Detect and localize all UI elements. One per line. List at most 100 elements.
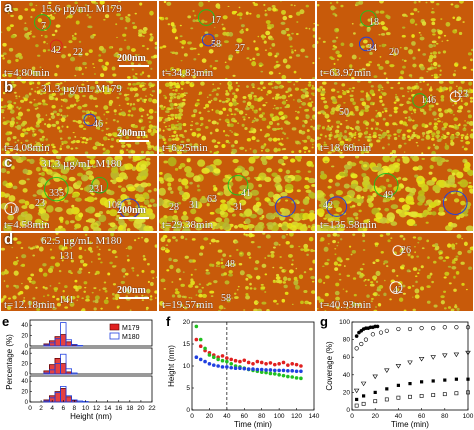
scale-bar-label: 200nm <box>117 285 146 296</box>
data-point <box>251 367 255 371</box>
data-point <box>408 394 412 399</box>
x-tick-label: 40 <box>223 413 231 420</box>
data-point <box>294 376 299 380</box>
panel-letter: e <box>2 314 9 329</box>
cluster-count-label: 23 <box>35 198 45 209</box>
data-point <box>384 397 389 402</box>
height-vs-time-plot: f 0 20 40 60 80 100 120 140 0 5 10 15 20 Time (min) Hei… <box>166 314 320 429</box>
data-point <box>431 393 436 397</box>
data-point <box>454 391 459 396</box>
cluster-count-label: 50 <box>339 107 349 118</box>
cluster-count-label: 42 <box>51 45 61 56</box>
data-point <box>277 368 281 373</box>
afm-image-c-3: t=135.58min 49 42 <box>316 155 474 232</box>
y-tick-label: 5 <box>186 385 190 392</box>
y-tick-label: 40 <box>21 323 28 329</box>
data-point <box>286 374 290 379</box>
cluster-count-label: 42 <box>323 200 333 211</box>
data-point <box>375 324 380 329</box>
time-label: t=4.58min <box>4 219 50 231</box>
x-tick-label: 16 <box>115 405 123 412</box>
histogram-bar <box>60 322 67 347</box>
panel-letter: g <box>320 314 328 329</box>
x-tick-label: 80 <box>441 413 449 420</box>
scale-bar <box>119 297 149 299</box>
cluster-count-label: 123 <box>453 89 468 100</box>
data-point <box>385 387 389 391</box>
data-point <box>407 360 413 366</box>
legend-label: M180 <box>122 334 140 341</box>
data-point <box>442 353 448 359</box>
histogram-bar <box>65 368 72 375</box>
data-point <box>294 362 299 367</box>
data-point <box>216 357 220 362</box>
x-tick-label: 0 <box>350 413 354 420</box>
x-tick-label: 8 <box>73 405 77 412</box>
data-point <box>229 365 234 370</box>
afm-image-c-1: c 31.3 µg/mL M180 200nm t=4.58min 335 231 23 10… <box>0 155 158 232</box>
histogram-bar <box>65 339 72 347</box>
data-point <box>242 366 247 371</box>
cluster-count-label: 109 <box>107 200 122 211</box>
x-tick-label: 20 <box>137 405 145 412</box>
y-tick-label: 40 <box>21 351 28 357</box>
x-tick-label: 40 <box>395 413 403 420</box>
panel-letter: f <box>166 314 171 329</box>
concentration-label: 62.5 µg/mL M180 <box>41 235 122 247</box>
y-tick-label: 20 <box>21 334 28 340</box>
cluster-count-label: 131 <box>59 251 74 262</box>
scale-bar <box>119 65 149 67</box>
data-point <box>255 359 260 364</box>
afm-image-d-2: t=19.57min 48 58 <box>158 232 316 312</box>
data-point <box>294 369 299 374</box>
time-label: t=40.93min <box>320 299 372 311</box>
afm-image-a-3: t=63.97min 18 34 20 <box>316 0 474 80</box>
data-point <box>360 381 367 387</box>
data-point <box>281 360 286 365</box>
cluster-count-label: 58 <box>211 39 221 50</box>
coverage-vs-time-plot: g 0 20 40 60 80 100 0 20 40 60 80 100 Time (min) Cover… <box>320 314 474 429</box>
data-point <box>259 370 264 374</box>
data-point <box>207 353 212 357</box>
data-point <box>229 357 234 362</box>
subplot-frame <box>29 319 153 347</box>
afm-image-b-2: t=6.25min <box>158 80 316 155</box>
data-point <box>272 362 277 367</box>
data-point <box>203 359 207 364</box>
afm-image-b-1: b 31.3 µg/mL M179 200nm t=4.08min 46 <box>0 80 158 155</box>
cluster-count-label: 49 <box>383 190 393 201</box>
data-point <box>384 328 389 333</box>
y-tick-label: 100 <box>339 319 350 326</box>
data-point <box>419 326 424 331</box>
data-point <box>251 362 255 366</box>
time-label: t=34.83min <box>162 67 214 79</box>
data-point <box>203 346 207 351</box>
plot-frame <box>351 321 469 411</box>
data-point <box>225 365 229 369</box>
panel-letter: b <box>4 80 14 96</box>
data-point <box>362 394 366 398</box>
data-point <box>277 373 281 377</box>
scale-bar-label: 200nm <box>117 128 146 139</box>
time-label: t=6.25min <box>162 142 208 154</box>
data-point <box>194 324 199 329</box>
y-tick-label: 40 <box>343 372 351 379</box>
data-point <box>259 367 264 372</box>
data-point <box>233 366 238 370</box>
data-point <box>384 368 390 373</box>
x-axis-label: Time (min) <box>234 420 272 429</box>
data-point <box>216 364 220 368</box>
data-point <box>299 364 303 368</box>
cluster-count-label: 58 <box>221 293 231 304</box>
cluster-count-label: 28 <box>169 202 179 213</box>
x-axis-label: Time (min) <box>391 420 429 429</box>
data-point <box>396 326 401 332</box>
data-point <box>454 377 458 381</box>
x-tick-label: 18 <box>126 405 134 412</box>
cluster-count-label: 18 <box>369 17 379 28</box>
time-label: t=135.58min <box>320 219 377 231</box>
data-point <box>238 366 242 370</box>
data-point <box>418 357 425 362</box>
data-point <box>246 367 251 371</box>
afm-image-d-3: t=40.93min 26 42 <box>316 232 474 312</box>
